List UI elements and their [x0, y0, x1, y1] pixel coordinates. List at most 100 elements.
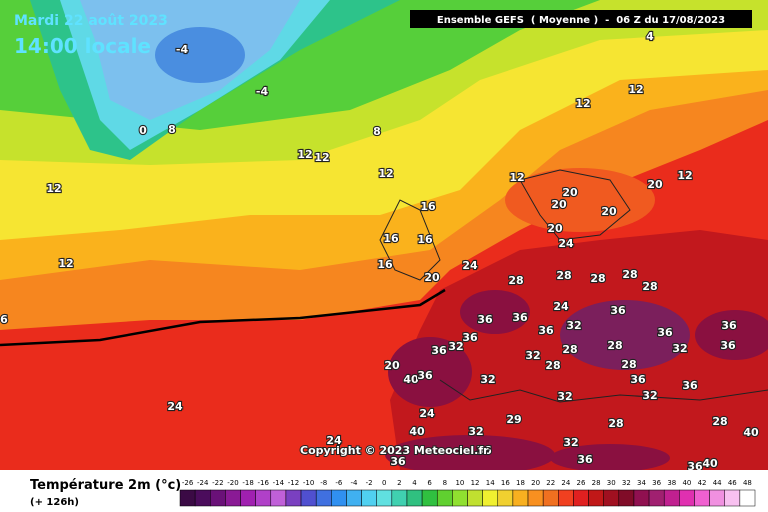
colorbar-cell [421, 489, 438, 507]
colorbar-cell [376, 489, 393, 507]
contour-label: 12 [509, 171, 524, 184]
contour-label: 28 [556, 269, 571, 282]
colorbar-cell [391, 489, 408, 507]
contour-label: 28 [622, 268, 637, 281]
contour-label: 32 [642, 389, 657, 402]
contour-label: 16 [417, 233, 433, 246]
contour-label: 32 [468, 425, 483, 438]
colorbar-cell [210, 489, 226, 507]
contour-label: 16 [420, 200, 436, 213]
copyright: Copyright © 2023 Meteociel.fr [300, 444, 489, 457]
contour-label: 12 [677, 169, 692, 182]
colorbar-label: 44 [713, 479, 722, 487]
contour-label: 20 [562, 186, 578, 199]
colorbar-label: 18 [516, 479, 525, 487]
contour-label: 20 [384, 359, 400, 372]
contour-label: 28 [562, 343, 577, 356]
contour-label: 36 [476, 444, 492, 457]
contour-label: -4 [256, 85, 269, 98]
contour-label: 32 [672, 342, 687, 355]
colorbar-cell [739, 489, 756, 507]
colorbar-label: -16 [258, 479, 270, 487]
colorbar-cell [300, 489, 317, 507]
contour-label: 32 [566, 319, 581, 332]
colorbar-label: 38 [667, 479, 676, 487]
contour-label: 36 [657, 326, 673, 339]
contour-label: 36 [431, 344, 447, 357]
colorbar-cell [542, 489, 559, 507]
contour-label: 32 [480, 373, 495, 386]
contour-label: 20 [547, 222, 563, 235]
contour-label: 36 [462, 331, 478, 344]
contour-label: 8 [168, 123, 176, 136]
contour-label: 28 [508, 274, 523, 287]
colorbar-cell [512, 489, 529, 507]
colorbar-label: 26 [577, 479, 586, 487]
colorbar-cell [482, 489, 499, 507]
contour-label: 20 [424, 271, 440, 284]
contour-label: 32 [557, 390, 572, 403]
colorbar-cell [436, 489, 453, 507]
contour-label: -4 [176, 43, 189, 56]
contour-label: 40 [702, 457, 718, 470]
colorbar-cell [361, 489, 377, 507]
contour-label: 28 [607, 339, 622, 352]
contour-label: 36 [512, 311, 528, 324]
map-background [0, 0, 768, 475]
contour-label: 28 [590, 272, 605, 285]
colorbar-cell [194, 489, 211, 507]
contour-label: 20 [551, 198, 567, 211]
colorbar-label: 30 [607, 479, 616, 487]
colorbar-label: 0 [382, 479, 386, 487]
colorbar-label: 28 [592, 479, 601, 487]
contour-label: 12 [46, 182, 61, 195]
contour-label: 8 [373, 125, 381, 138]
colorbar-cell [240, 489, 256, 507]
colorbar-cell [452, 489, 468, 507]
contour-label: 36 [477, 313, 493, 326]
colorbar-label: 36 [652, 479, 661, 487]
colorbar-label: 20 [531, 479, 540, 487]
contour-label: 24 [558, 237, 574, 250]
colorbar-label: 16 [501, 479, 510, 487]
contour-label: 24 [326, 434, 342, 447]
colorbar-label: 46 [728, 479, 737, 487]
colorbar: -26 -24 -22 -20 -18 -16 -14 -12 -10 -8 -6 -4 -2 0 2 4 6 8… [179, 479, 756, 507]
colorbar-label: 14 [486, 479, 495, 487]
model-box [410, 10, 752, 28]
colorbar-cell [648, 489, 665, 507]
contour-label: 36 [630, 373, 646, 386]
contour-label: 36 [682, 379, 698, 392]
contour-label: 0 [139, 124, 147, 137]
contour-label: 36 [538, 324, 554, 337]
colorbar-cell [603, 489, 620, 507]
contour-label: 36 [610, 304, 626, 317]
colorbar-label: -18 [242, 479, 253, 487]
colorbar-cell [558, 489, 574, 507]
colorbar-label: 34 [637, 479, 646, 487]
colorbar-label: -12 [288, 479, 299, 487]
colorbar-label: 4 [412, 479, 417, 487]
colorbar-label: 48 [743, 479, 752, 487]
colorbar-cell [709, 489, 725, 507]
colorbar-label: 32 [622, 479, 631, 487]
contour-label: 12 [575, 97, 590, 110]
colorbar-cell [633, 489, 650, 507]
contour-label: 32 [563, 436, 578, 449]
colorbar-cell [694, 489, 710, 507]
colorbar-cell [179, 489, 196, 507]
contour-label: 12 [297, 148, 312, 161]
colorbar-label: 10 [455, 479, 464, 487]
colorbar-label: -2 [366, 479, 373, 487]
contour-label: 24 [553, 300, 569, 313]
contour-label: 16 [383, 232, 399, 245]
contour-label: 12 [628, 83, 643, 96]
colorbar-label: -4 [351, 479, 359, 487]
colorbar-label: 22 [546, 479, 555, 487]
colorbar-label: 40 [682, 479, 691, 487]
contour-label: 32 [448, 340, 463, 353]
contour-label: 36 [577, 453, 593, 466]
forecast-time: 14:00 locale [14, 34, 151, 58]
contour-label: 36 [390, 455, 406, 468]
